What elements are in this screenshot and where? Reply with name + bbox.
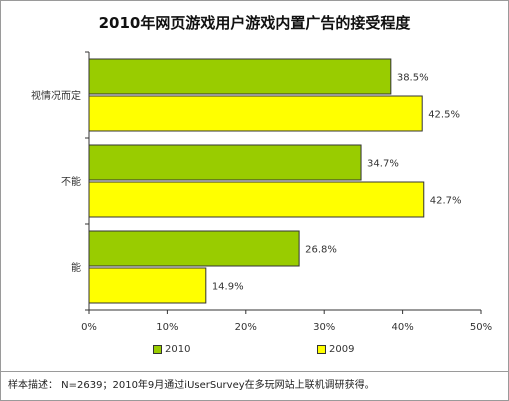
category-label-1: 不能 xyxy=(61,175,81,188)
bar-2009-1 xyxy=(88,181,425,218)
legend-swatch-2010 xyxy=(153,344,162,354)
value-label-2009-1: 42.7% xyxy=(430,196,462,207)
x-tick-label-2: 20% xyxy=(235,322,257,333)
value-label-2010-2: 26.8% xyxy=(305,245,337,256)
category-label-0: 视情况而定 xyxy=(31,89,81,102)
bar-2010-1 xyxy=(88,144,362,181)
x-tick-label-4: 40% xyxy=(391,322,413,333)
legend-item-2010: 2010 xyxy=(153,344,190,355)
legend-label-2010: 2010 xyxy=(165,344,191,355)
x-tick-label-0: 0% xyxy=(81,322,97,333)
legend-item-2009: 2009 xyxy=(317,344,354,355)
bar-2010-2 xyxy=(88,230,300,267)
category-label-2: 能 xyxy=(71,261,81,274)
legend-swatch-2009 xyxy=(317,344,326,354)
value-label-2010-1: 34.7% xyxy=(367,159,399,170)
note-divider xyxy=(0,371,509,372)
bar-2009-0 xyxy=(88,95,423,132)
x-tick-label-5: 50% xyxy=(470,322,492,333)
legend-label-2009: 2009 xyxy=(329,344,355,355)
chart-title: 2010年网页游戏用户游戏内置广告的接受程度 xyxy=(98,14,411,32)
value-label-2009-0: 42.5% xyxy=(428,110,460,121)
value-label-2010-0: 38.5% xyxy=(397,73,429,84)
x-tick-label-3: 30% xyxy=(313,322,335,333)
sample-note: 样本描述： N=2639；2010年9月通过iUserSurvey在多玩网站上联… xyxy=(8,380,375,391)
value-label-2009-2: 14.9% xyxy=(212,282,244,293)
x-tick-label-1: 10% xyxy=(156,322,178,333)
bar-2010-0 xyxy=(88,58,392,95)
bar-2009-2 xyxy=(88,267,207,304)
